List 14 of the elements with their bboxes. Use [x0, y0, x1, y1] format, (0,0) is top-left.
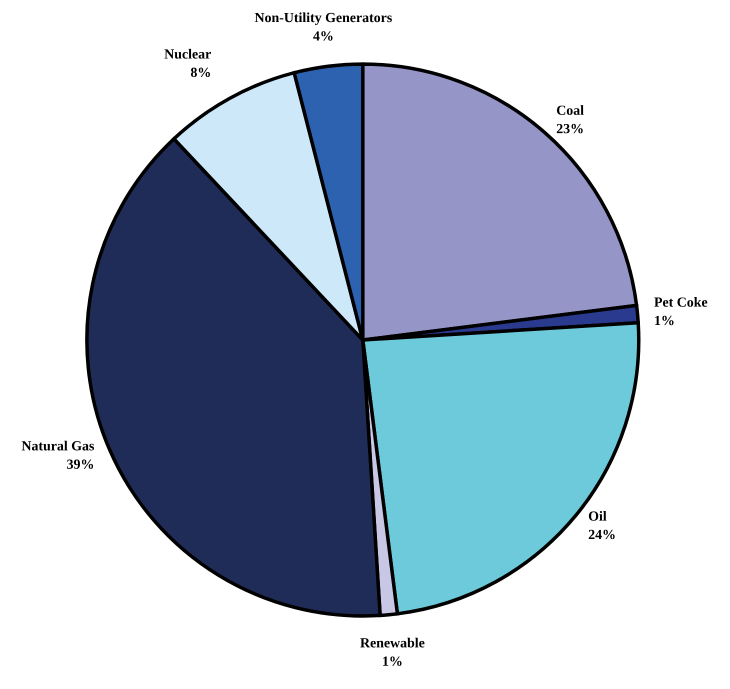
- slice-label: Pet Coke: [654, 297, 708, 307]
- data-label: 4%: [313, 31, 332, 41]
- slice-label: Oil: [588, 510, 606, 521]
- slice-label: Renewable: [360, 638, 424, 648]
- slice-label: Non-Utility Generators: [254, 12, 392, 26]
- data-label: 23%: [556, 124, 583, 134]
- data-label: 24%: [588, 530, 615, 540]
- data-label: 8%: [190, 68, 210, 78]
- data-label: 1%: [655, 316, 674, 326]
- slice-label: Nuclear: [164, 48, 211, 59]
- data-label: 1%: [383, 656, 402, 666]
- data-label: 39%: [67, 459, 94, 469]
- slice-label: Coal: [556, 105, 584, 115]
- slice-label: Natural Gas: [22, 440, 94, 451]
